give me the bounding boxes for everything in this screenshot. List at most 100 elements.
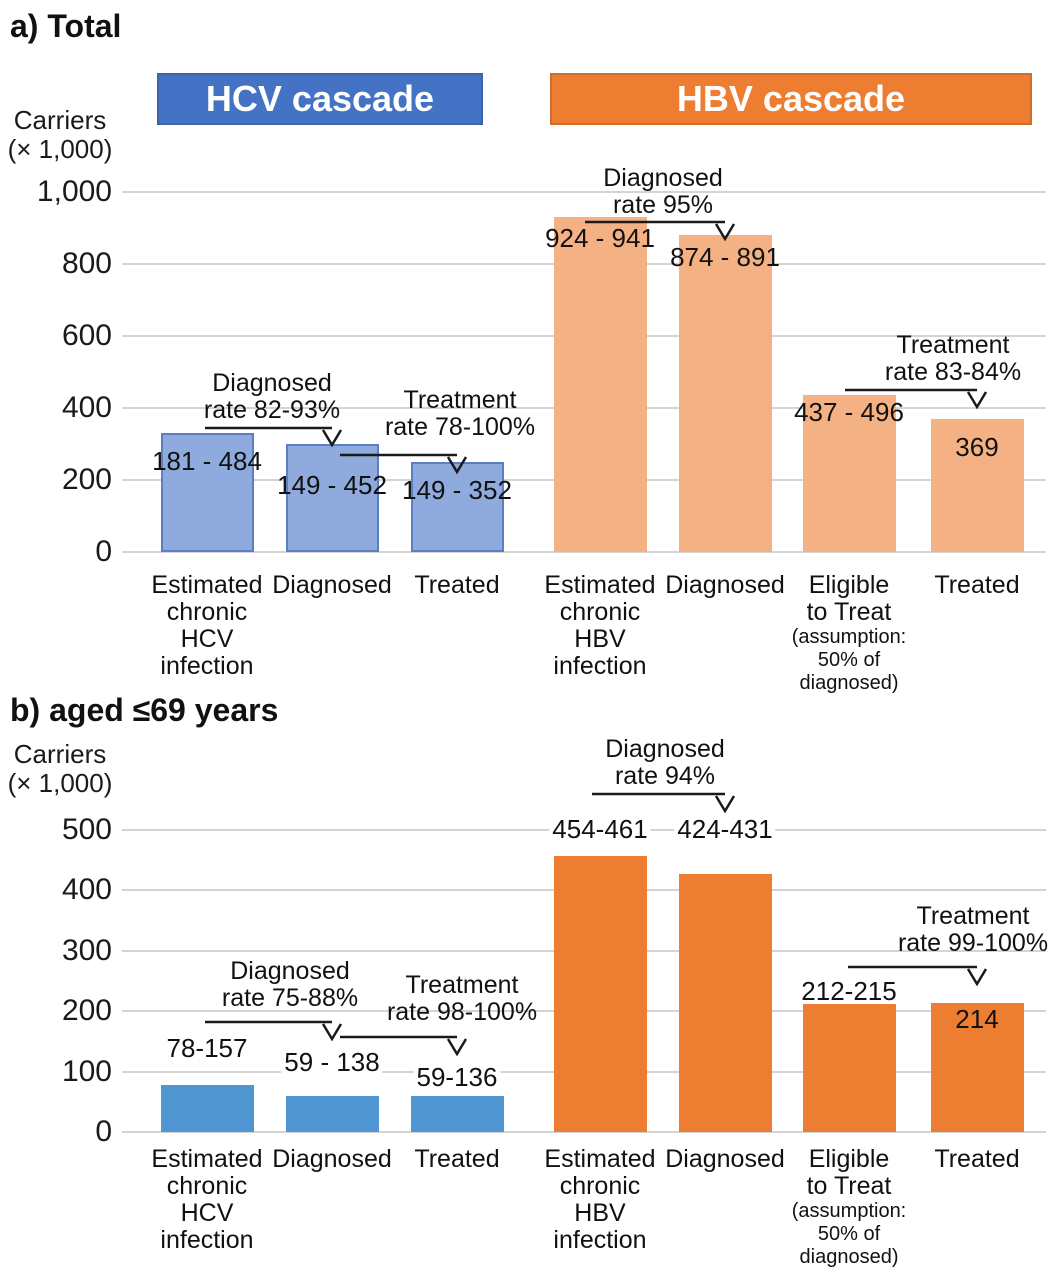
- hbv-bar-1: [553, 216, 647, 552]
- panel-title: a) Total: [10, 8, 122, 44]
- rate-annotation-line: Treatment: [916, 902, 1030, 930]
- gridline: [122, 1131, 1046, 1133]
- category-label-line: Treated: [934, 1145, 1020, 1173]
- rate-annotation-line: rate 99-100%: [897, 929, 1049, 957]
- category-label-line: Estimated: [151, 1145, 263, 1173]
- category-label-line: chronic: [559, 1172, 641, 1200]
- rate-arrow: [592, 792, 736, 814]
- category-label-line: infection: [553, 652, 647, 680]
- y-tick-label: 200: [61, 463, 112, 496]
- hbv-cascade-banner: HBV cascade: [550, 73, 1032, 125]
- category-label: Diagnosed: [665, 572, 785, 599]
- category-label-line: infection: [160, 1226, 254, 1254]
- y-axis-title-line: (× 1,000): [7, 134, 113, 164]
- bar-value-label: 214: [955, 1004, 999, 1034]
- y-axis-title-line: Carriers: [13, 739, 107, 769]
- y-tick-label: 800: [61, 247, 112, 280]
- category-label-line: HBV: [574, 625, 626, 653]
- category-label-line: Diagnosed: [272, 1145, 392, 1173]
- category-label-line: Diagnosed: [272, 571, 392, 599]
- category-sublabel-line: 50% of: [817, 649, 881, 671]
- category-label-line: chronic: [166, 598, 248, 626]
- rate-annotation-line: rate 78-100%: [384, 413, 536, 441]
- rate-annotation: Diagnosed rate 75-88%: [222, 958, 358, 1012]
- bar-value-label: 59 - 138: [281, 1049, 383, 1075]
- category-label-line: chronic: [559, 598, 641, 626]
- rate-annotation-line: Diagnosed: [212, 369, 332, 397]
- hcv-cascade-banner: HCV cascade: [157, 73, 483, 125]
- hbv-bar-1: [553, 856, 647, 1132]
- bar-value-label: 212-215: [798, 978, 900, 1004]
- category-label-line: to Treat: [806, 1172, 892, 1200]
- category-label: Diagnosed: [272, 572, 392, 599]
- y-tick-label: 200: [61, 994, 112, 1028]
- hcv-bar-3: [410, 1096, 504, 1132]
- y-tick-label: 600: [61, 319, 112, 352]
- rate-annotation: Treatment rate 99-100%: [898, 903, 1048, 957]
- category-label: Treated: [414, 1146, 499, 1173]
- category-label: Treated: [934, 572, 1019, 599]
- bar-value-label: 181 - 484: [152, 446, 262, 476]
- category-label-line: HCV: [180, 1199, 234, 1227]
- rate-annotation: Diagnosed rate 82-93%: [204, 370, 340, 424]
- rate-annotation-line: Diagnosed: [605, 735, 725, 763]
- category-label: Diagnosed: [665, 1146, 785, 1173]
- rate-annotation-line: Treatment: [405, 971, 519, 999]
- panel-title: b) aged ≤69 years: [10, 692, 279, 728]
- bar-value-label: 369: [955, 432, 999, 462]
- bar-value-label: 437 - 496: [794, 397, 904, 427]
- rate-annotation: Treatment rate 83-84%: [885, 332, 1021, 386]
- category-label-line: Eligible: [808, 1145, 890, 1173]
- category-label: Estimated chronic HBV infection: [544, 1146, 655, 1254]
- category-sublabel-line: 50% of: [817, 1223, 881, 1245]
- category-label-line: HBV: [574, 1199, 626, 1227]
- bar-value-label: 424-431: [674, 816, 776, 842]
- y-tick-label: 400: [61, 873, 112, 907]
- category-label: Eligible to Treat (assumption: 50% of diagno…: [792, 572, 907, 695]
- y-tick-label: 300: [61, 933, 112, 967]
- category-sublabel-line: (assumption:: [791, 1200, 907, 1222]
- y-axis-title: Carriers (× 1,000): [8, 106, 113, 164]
- category-label: Treated: [934, 1146, 1019, 1173]
- y-axis-title-line: Carriers: [13, 105, 107, 135]
- y-tick-label: 400: [61, 391, 112, 424]
- y-tick-label: 100: [61, 1054, 112, 1088]
- category-label: Eligible to Treat (assumption: 50% of diagno…: [792, 1146, 907, 1269]
- rate-annotation: Treatment rate 78-100%: [385, 387, 535, 441]
- category-label-line: Diagnosed: [665, 1145, 785, 1173]
- category-label-line: Diagnosed: [665, 571, 785, 599]
- category-label-line: Treated: [414, 1145, 500, 1173]
- hbv-bar-2: [678, 234, 772, 552]
- category-sublabel-line: (assumption:: [791, 626, 907, 648]
- category-label: Estimated chronic HCV infection: [151, 572, 262, 680]
- hbv-bar-2: [678, 874, 772, 1132]
- rate-annotation-line: Treatment: [896, 331, 1010, 359]
- category-label: Diagnosed: [272, 1146, 392, 1173]
- y-tick-label: 0: [95, 1115, 112, 1148]
- category-label-line: Estimated: [544, 1145, 656, 1173]
- category-label: Estimated chronic HCV infection: [151, 1146, 262, 1254]
- category-label: Treated: [414, 572, 499, 599]
- gridline: [122, 191, 1046, 193]
- rate-annotation-line: rate 82-93%: [203, 396, 341, 424]
- category-label-line: Treated: [414, 571, 500, 599]
- rate-annotation-line: rate 95%: [612, 191, 714, 219]
- hcv-bar-1: [160, 432, 254, 552]
- rate-annotation-line: Treatment: [403, 386, 517, 414]
- category-label-line: to Treat: [806, 598, 892, 626]
- bar-value-label: 149 - 352: [402, 475, 512, 505]
- bar-value-label: 454-461: [549, 816, 651, 842]
- category-sublabel-line: diagnosed): [799, 1246, 899, 1268]
- category-label-line: Estimated: [151, 571, 263, 599]
- bar-value-label: 78-157: [163, 1035, 251, 1061]
- rate-annotation-line: rate 83-84%: [884, 358, 1022, 386]
- bar-value-label: 149 - 452: [277, 470, 387, 500]
- category-label: Estimated chronic HBV infection: [544, 572, 655, 680]
- y-tick-label: 1,000: [36, 175, 112, 208]
- hbv-bar-4: [930, 419, 1024, 552]
- category-label-line: infection: [160, 652, 254, 680]
- gridline: [122, 551, 1046, 553]
- bar-value-label: 59-136: [413, 1064, 501, 1090]
- category-label-line: Eligible: [808, 571, 890, 599]
